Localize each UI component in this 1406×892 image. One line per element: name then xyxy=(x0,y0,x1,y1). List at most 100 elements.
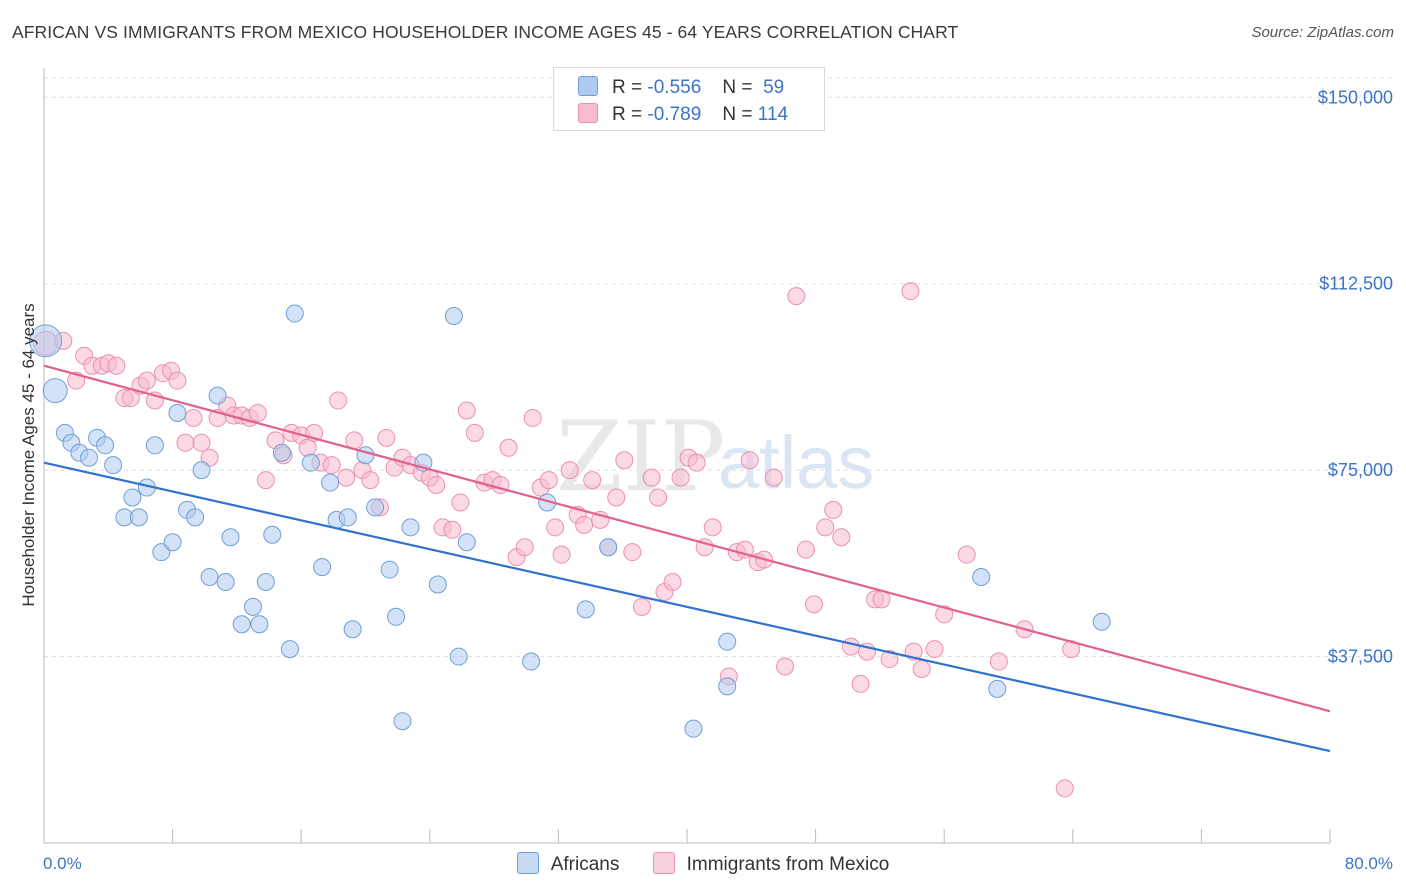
point-africans xyxy=(272,443,291,462)
point-mexico xyxy=(560,461,579,480)
point-mexico xyxy=(184,408,203,427)
point-mexico xyxy=(248,403,267,422)
point-africans xyxy=(343,620,362,639)
r-value-mexico: -0.789 xyxy=(647,104,702,125)
point-mexico xyxy=(107,356,126,375)
point-africans xyxy=(256,573,275,591)
x-tick-label-max: 80.0% xyxy=(1345,854,1393,873)
legend-item-mexico[interactable]: Immigrants from Mexico xyxy=(652,852,889,876)
point-mexico xyxy=(642,468,661,487)
point-africans xyxy=(280,640,299,659)
point-africans xyxy=(301,453,320,472)
africans-legend-swatch xyxy=(516,852,539,874)
point-mexico xyxy=(912,660,931,678)
y-axis-label: Householder Income Ages 45 - 64 years xyxy=(19,303,38,606)
source-label: Source: ZipAtlas.com xyxy=(1251,24,1394,41)
point-africans xyxy=(29,324,63,358)
point-africans xyxy=(232,615,251,634)
point-mexico xyxy=(457,401,476,420)
y-tick-label: $150,000 xyxy=(1318,87,1393,107)
n-value-mexico: 114 xyxy=(757,104,789,125)
point-mexico xyxy=(345,431,364,450)
axes xyxy=(43,68,1331,844)
point-mexico xyxy=(451,493,470,512)
point-africans xyxy=(449,647,468,666)
x-tick-label-min: 0.0% xyxy=(43,854,82,873)
point-africans xyxy=(718,632,737,651)
point-africans xyxy=(444,307,463,326)
point-mexico xyxy=(649,488,668,507)
point-mexico xyxy=(816,518,835,537)
point-africans xyxy=(221,528,240,547)
point-mexico xyxy=(957,545,976,564)
point-mexico xyxy=(607,488,626,507)
point-mexico xyxy=(337,468,356,487)
point-mexico xyxy=(546,518,565,537)
r-label: R = xyxy=(612,77,643,98)
point-mexico xyxy=(499,438,518,457)
point-mexico xyxy=(329,391,348,410)
point-africans xyxy=(80,448,99,467)
series-mexico-points xyxy=(33,282,1081,798)
point-africans xyxy=(263,525,282,544)
y-tick-labels: $37,500 $75,000 $112,500 $150,000 xyxy=(1318,87,1393,666)
point-mexico xyxy=(515,538,534,557)
point-mexico xyxy=(703,518,722,537)
grid-lines xyxy=(44,77,1395,658)
point-africans xyxy=(163,533,182,552)
y-tick-label: $37,500 xyxy=(1328,647,1393,667)
correlation-legend: R = -0.556 N = 59 R = -0.789 N = 114 xyxy=(553,67,825,131)
point-africans xyxy=(599,538,618,557)
point-africans xyxy=(522,652,541,671)
point-africans xyxy=(321,473,340,492)
point-africans xyxy=(393,712,412,731)
series-legend: Africans Immigrants from Mexico xyxy=(0,852,1406,876)
point-africans xyxy=(356,446,375,465)
point-africans xyxy=(380,560,399,579)
trend-lines xyxy=(43,364,1331,753)
point-mexico xyxy=(539,471,558,490)
point-mexico xyxy=(764,468,783,487)
point-africans xyxy=(152,543,171,562)
point-africans xyxy=(208,386,227,405)
point-mexico xyxy=(523,408,542,427)
n-value-africans: 59 xyxy=(763,77,785,98)
legend-row-mexico: R = -0.789 N = 114 xyxy=(578,103,788,127)
y-tick-label: $75,000 xyxy=(1328,460,1393,480)
point-mexico xyxy=(465,423,484,442)
legend-item-africans[interactable]: Africans xyxy=(516,852,620,876)
point-africans xyxy=(366,498,385,517)
point-mexico xyxy=(583,471,602,490)
point-mexico xyxy=(256,471,275,490)
y-tick-label: $112,500 xyxy=(1319,274,1393,294)
point-mexico xyxy=(663,573,682,591)
point-africans xyxy=(684,719,703,738)
point-mexico xyxy=(787,287,806,306)
point-africans xyxy=(428,575,447,594)
africans-swatch xyxy=(578,76,598,96)
legend-label-africans: Africans xyxy=(550,854,620,875)
point-mexico xyxy=(824,500,843,519)
point-mexico xyxy=(361,471,380,490)
point-mexico xyxy=(880,650,899,669)
point-mexico xyxy=(192,433,211,452)
point-africans xyxy=(387,607,406,626)
point-mexico xyxy=(925,640,944,659)
point-mexico xyxy=(671,468,690,487)
point-africans xyxy=(1092,612,1111,631)
point-africans xyxy=(457,533,476,552)
point-mexico xyxy=(575,515,594,534)
point-mexico xyxy=(989,652,1008,671)
series-africans-points xyxy=(29,304,1111,738)
point-mexico xyxy=(935,605,954,624)
mexico-swatch xyxy=(578,103,598,123)
r-value-africans: -0.556 xyxy=(647,77,702,98)
point-africans xyxy=(576,600,595,619)
point-mexico xyxy=(851,674,870,693)
chart-title: AFRICAN VS IMMIGRANTS FROM MEXICO HOUSEH… xyxy=(12,22,959,42)
point-mexico xyxy=(740,451,759,470)
point-mexico xyxy=(552,545,571,564)
point-mexico xyxy=(322,456,341,475)
watermark: ZIP atlas xyxy=(556,401,874,513)
